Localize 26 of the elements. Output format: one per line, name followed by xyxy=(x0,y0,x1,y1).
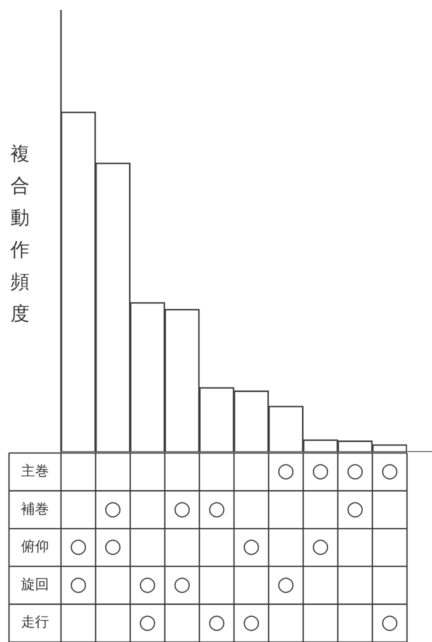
text: ○ xyxy=(104,496,122,520)
text: ○ xyxy=(277,458,295,482)
text: ○ xyxy=(312,458,330,482)
text: ○ xyxy=(380,458,398,482)
text: ○ xyxy=(277,572,295,596)
text: ○ xyxy=(173,572,191,596)
text: ○ xyxy=(70,534,88,558)
text: ○ xyxy=(346,496,364,520)
text: ○ xyxy=(242,609,260,634)
text: ○ xyxy=(208,496,226,520)
text: ○ xyxy=(70,572,88,596)
y-tick-label: 主巻 xyxy=(21,464,49,480)
text: ○ xyxy=(138,572,156,596)
text: ○ xyxy=(208,609,226,634)
text: ○ xyxy=(242,534,260,558)
text: ○ xyxy=(173,496,191,520)
y-tick-label: 旋回 xyxy=(21,576,49,593)
y-tick-label: 俯仰 xyxy=(21,539,49,556)
y-axis-title: 複合動作頻度 xyxy=(10,142,30,327)
text: ○ xyxy=(138,609,156,634)
text: ○ xyxy=(380,609,398,634)
y-tick-label: 補巻 xyxy=(21,501,49,518)
text: ○ xyxy=(104,534,122,558)
text: ○ xyxy=(312,534,330,558)
y-tick-label: 走行 xyxy=(21,614,49,631)
text: ○ xyxy=(346,458,364,482)
